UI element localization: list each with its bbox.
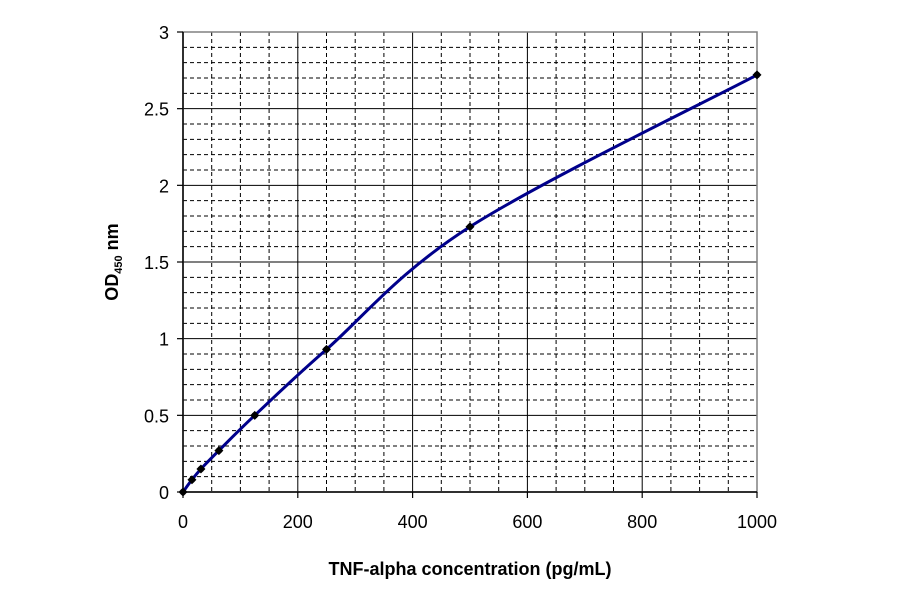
y-tick-label: 3 bbox=[159, 23, 169, 43]
standard-curve-line bbox=[181, 73, 758, 493]
major-gridlines bbox=[182, 31, 758, 493]
x-axis: 0 200 400 600 800 1000 bbox=[178, 491, 777, 532]
y-axis-title-subscript: 450 bbox=[113, 255, 125, 273]
y-tick-label: 1 bbox=[159, 330, 169, 350]
x-tick-label: 600 bbox=[512, 512, 542, 532]
y-axis-title-suffix: nm bbox=[102, 223, 122, 255]
x-tick-label: 200 bbox=[283, 512, 313, 532]
x-tick-label: 800 bbox=[627, 512, 657, 532]
y-axis-title: OD450 nm bbox=[102, 223, 125, 300]
data-point-markers bbox=[178, 70, 762, 497]
x-tick-label: 0 bbox=[178, 512, 188, 532]
y-axis: 0 0.5 1 1.5 2 2.5 3 bbox=[144, 23, 184, 503]
x-axis-title: TNF-alpha concentration (pg/mL) bbox=[329, 559, 612, 579]
y-tick-label: 0.5 bbox=[144, 406, 169, 426]
y-axis-title-main: OD bbox=[102, 274, 122, 301]
y-tick-label: 2 bbox=[159, 176, 169, 196]
y-tick-label: 2.5 bbox=[144, 100, 169, 120]
y-tick-label: 0 bbox=[159, 483, 169, 503]
x-tick-label: 400 bbox=[398, 512, 428, 532]
y-tick-label: 1.5 bbox=[144, 253, 169, 273]
x-tick-label: 1000 bbox=[737, 512, 777, 532]
minor-gridlines bbox=[183, 32, 757, 492]
